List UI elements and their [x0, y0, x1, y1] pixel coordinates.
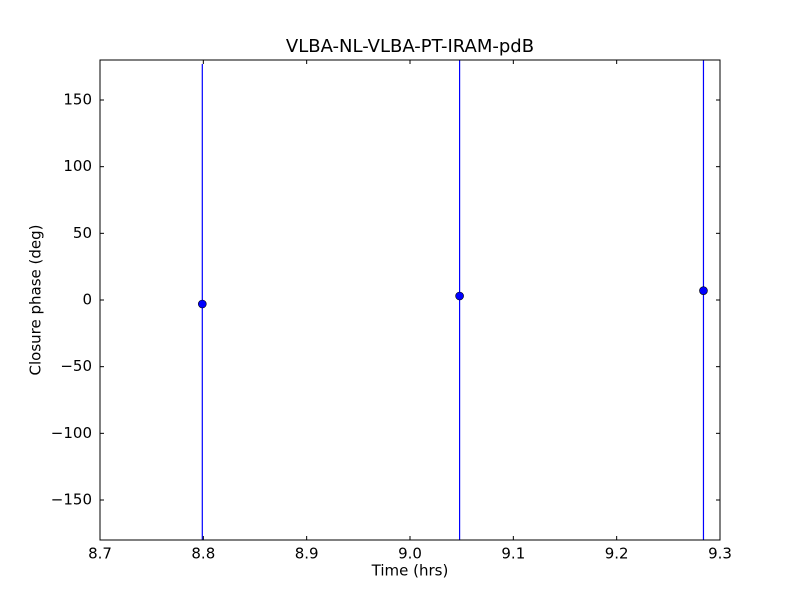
x-tick-label: 9.1: [501, 545, 525, 563]
x-tick-label: 8.8: [191, 545, 215, 563]
y-tick-label: 150: [63, 91, 92, 109]
x-tick-label: 8.7: [88, 545, 112, 563]
x-axis-label: Time (hrs): [371, 562, 449, 580]
data-point: [455, 291, 464, 301]
data-point: [699, 286, 708, 295]
data-point: [198, 299, 207, 309]
y-tick-label: −100: [51, 424, 92, 442]
x-tick-label: 9.0: [398, 545, 422, 563]
y-axis-label: Closure phase (deg): [27, 225, 45, 376]
y-tick-label: 100: [63, 157, 92, 175]
chart-title: VLBA-NL-VLBA-PT-IRAM-pdB: [286, 36, 534, 57]
x-tick-label: 9.2: [605, 545, 629, 563]
y-tick-label: 50: [73, 224, 92, 242]
y-tick-label: −150: [51, 491, 92, 509]
y-tick-label: 0: [82, 291, 92, 309]
plot-area: [198, 60, 708, 540]
y-tick-label: −50: [60, 357, 92, 375]
x-tick-label: 8.9: [295, 545, 319, 563]
x-tick-label: 9.3: [708, 545, 732, 563]
